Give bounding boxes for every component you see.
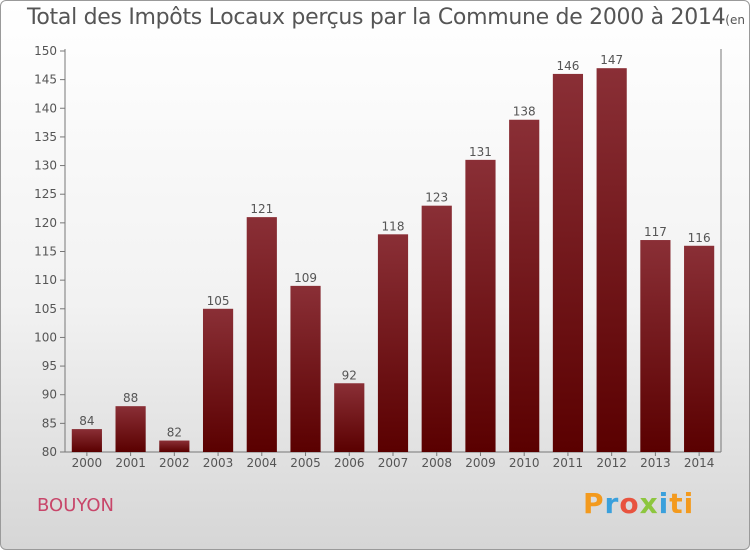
bar-value-label: 92	[342, 368, 357, 382]
bar	[552, 73, 584, 453]
bar-value-label: 121	[250, 202, 273, 216]
y-tick-label: 150	[34, 44, 57, 58]
bar-value-label: 147	[600, 53, 623, 67]
x-tick-label: 2005	[290, 456, 321, 470]
y-tick-label: 135	[34, 130, 57, 144]
bar-value-label: 109	[294, 271, 317, 285]
bar	[71, 429, 102, 452]
bar	[684, 245, 715, 452]
y-tick-label: 140	[34, 101, 57, 115]
logo-letter: i	[658, 487, 670, 520]
y-tick-label: 120	[34, 216, 57, 230]
chart-subtitle: (en milliers d'€)	[725, 13, 749, 27]
x-tick-label: 2011	[553, 456, 584, 470]
bar-value-label: 105	[207, 294, 230, 308]
x-tick-label: 2013	[640, 456, 671, 470]
bar-value-label: 123	[425, 191, 448, 205]
bar-value-label: 118	[382, 219, 405, 233]
x-tick-label: 2009	[465, 456, 496, 470]
x-tick-label: 2000	[72, 456, 103, 470]
bar-value-label: 131	[469, 145, 492, 159]
bar-value-label: 88	[123, 391, 138, 405]
y-tick-label: 130	[34, 159, 57, 173]
x-tick-label: 2012	[596, 456, 627, 470]
y-tick-label: 115	[34, 245, 57, 259]
bar	[246, 217, 277, 452]
bar-value-label: 146	[556, 59, 579, 73]
logo-letter: i	[683, 487, 695, 520]
y-tick-label: 95	[42, 359, 57, 373]
logo-letter: P	[583, 487, 605, 520]
bar-value-label: 84	[79, 414, 94, 428]
x-tick-label: 2008	[421, 456, 452, 470]
bar-value-label: 116	[688, 231, 711, 245]
chart-title: Total des Impôts Locaux perçus par la Co…	[27, 5, 749, 30]
bar	[465, 159, 496, 453]
bar	[421, 205, 452, 452]
bar	[596, 68, 627, 452]
x-tick-label: 2001	[115, 456, 146, 470]
y-tick-label: 80	[42, 445, 57, 459]
logo-letter: o	[619, 487, 640, 520]
y-tick-label: 110	[34, 273, 57, 287]
y-tick-label: 145	[34, 73, 57, 87]
commune-name: BOUYON	[37, 495, 115, 516]
bar	[377, 234, 409, 452]
proxiti-logo[interactable]: Proxiti	[583, 487, 694, 520]
logo-letter: t	[669, 487, 684, 520]
y-tick-label: 105	[34, 302, 57, 316]
x-tick-label: 2007	[378, 456, 409, 470]
x-tick-label: 2002	[159, 456, 190, 470]
y-tick-label: 90	[42, 388, 57, 402]
bar	[334, 383, 365, 452]
bars	[71, 68, 715, 453]
y-tick-label: 85	[42, 416, 57, 430]
y-tick-label: 125	[34, 187, 57, 201]
x-tick-label: 2010	[509, 456, 540, 470]
bar-value-label: 117	[644, 225, 667, 239]
x-tick-label: 2014	[684, 456, 715, 470]
x-tick-label: 2004	[247, 456, 278, 470]
bar-value-label: 82	[167, 426, 182, 440]
x-tick-label: 2003	[203, 456, 234, 470]
data-labels: 84 88 82 105 121 109 92 118 123 131 138 146 147 117 11…	[79, 53, 710, 439]
bar	[640, 240, 671, 452]
chart-title-text: Total des Impôts Locaux perçus par la Co…	[27, 5, 726, 30]
bar	[290, 285, 321, 452]
bar	[115, 406, 146, 452]
bar-value-label: 138	[513, 105, 536, 119]
y-tick-label: 100	[34, 330, 57, 344]
x-tick-label: 2006	[334, 456, 365, 470]
bar	[202, 308, 234, 452]
bar	[159, 440, 190, 452]
bar	[509, 119, 540, 452]
logo-letter: r	[604, 487, 620, 520]
axes: 80 85 90 95 100 105 110 115 120 125 130 135 140 145 15…	[34, 44, 722, 470]
logo-letter: x	[639, 487, 659, 520]
